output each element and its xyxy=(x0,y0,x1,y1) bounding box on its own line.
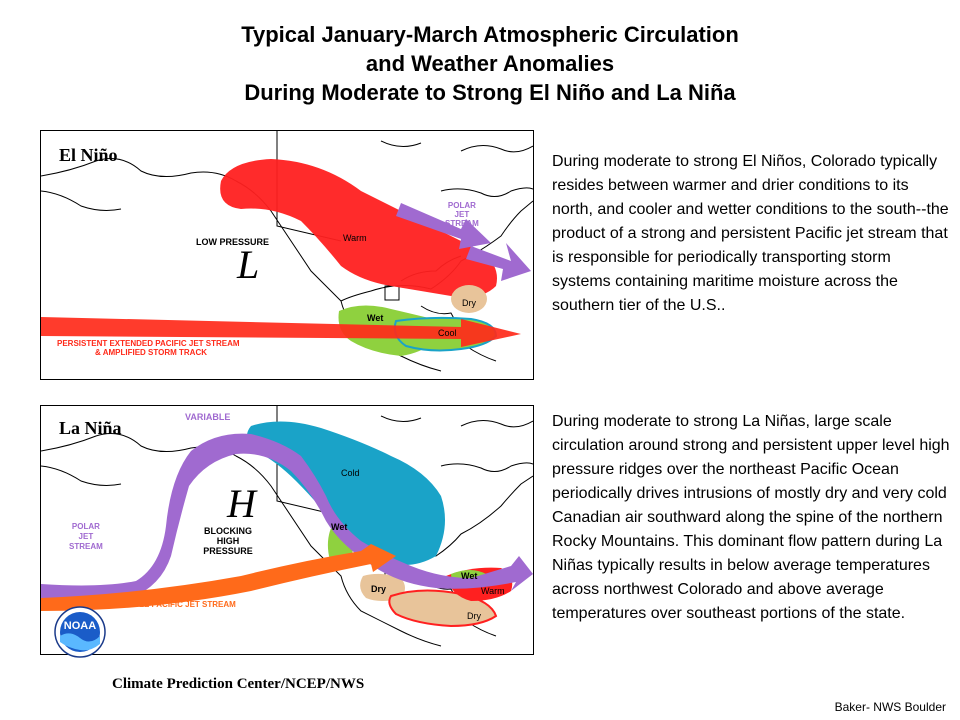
pacific-jet-label: PERSISTENT EXTENDED PACIFIC JET STREAM &… xyxy=(57,339,240,357)
noaa-logo-emblem xyxy=(54,606,106,658)
pacific-jet-label-line-2: & AMPLIFIED STORM TRACK xyxy=(95,348,207,357)
la-nina-map: La Niña VARIABLE H BLOCKING HIGH PRESSUR… xyxy=(40,405,534,655)
noaa-logo: NOAA xyxy=(54,606,106,663)
el-nino-panel-label: El Niño xyxy=(59,145,118,165)
warm-label: Warm xyxy=(481,586,505,596)
title-line-2: and Weather Anomalies xyxy=(365,51,615,76)
blocking-label-line-2: HIGH xyxy=(216,536,240,546)
polar-jet-label-line-3: STREAM xyxy=(69,542,103,551)
la-nina-description: During moderate to strong La Niñas, larg… xyxy=(552,413,950,622)
dry-label-southeast: Dry xyxy=(467,611,481,621)
attribution: Climate Prediction Center/NCEP/NWS xyxy=(112,676,365,692)
blocking-label-line-1: BLOCKING xyxy=(204,526,252,536)
polar-jet-label: POLAR JET STREAM xyxy=(445,201,479,228)
pacific-jet-label-line-1: PERSISTENT EXTENDED PACIFIC JET STREAM xyxy=(57,339,240,348)
la-nina-map-graphic xyxy=(41,406,533,647)
warm-label: Warm xyxy=(343,233,367,243)
author-credit: Baker- NWS Boulder xyxy=(834,700,946,714)
low-pressure-label: LOW PRESSURE xyxy=(196,237,270,247)
page-title: Typical January-March Atmospheric Circul… xyxy=(140,20,840,107)
cold-label: Cold xyxy=(341,468,360,478)
el-nino-map-graphic xyxy=(41,131,533,372)
wet-label-northeast: Wet xyxy=(461,571,478,581)
title-line-3: During Moderate to Strong El Niño and La… xyxy=(244,80,736,105)
title-line-1: Typical January-March Atmospheric Circul… xyxy=(241,22,739,47)
dry-label: Dry xyxy=(462,298,476,308)
la-nina-panel-label: La Niña xyxy=(59,418,122,438)
noaa-logo-text: NOAA xyxy=(63,620,97,632)
polar-jet-label: POLAR JET STREAM xyxy=(69,522,103,552)
high-pressure-symbol: H xyxy=(227,481,256,526)
wet-label: Wet xyxy=(367,313,384,323)
dry-label-southwest: Dry xyxy=(371,584,387,594)
el-nino-description: During moderate to strong El Niños, Colo… xyxy=(552,153,949,314)
pacific-jet-label: VARIABLE PACIFIC JET STREAM xyxy=(109,600,236,609)
blocking-high-label: BLOCKING HIGH PRESSURE xyxy=(203,526,253,556)
polar-jet-label-line-2: JET xyxy=(78,532,94,541)
wet-label-northwest: Wet xyxy=(331,522,348,532)
polar-jet-label-line-1: POLAR xyxy=(71,522,100,531)
polar-jet-label-line-2: JET xyxy=(454,210,470,219)
polar-jet-label-line-3: STREAM xyxy=(445,219,479,228)
el-nino-map: El Niño LOW PRESSURE L Warm Dry Wet Cool… xyxy=(40,130,534,380)
polar-jet-label-line-1: POLAR xyxy=(447,201,476,210)
cool-label: Cool xyxy=(438,328,457,338)
low-pressure-symbol: L xyxy=(237,242,260,287)
blocking-label-line-3: PRESSURE xyxy=(203,546,253,556)
variable-label: VARIABLE xyxy=(185,412,231,422)
